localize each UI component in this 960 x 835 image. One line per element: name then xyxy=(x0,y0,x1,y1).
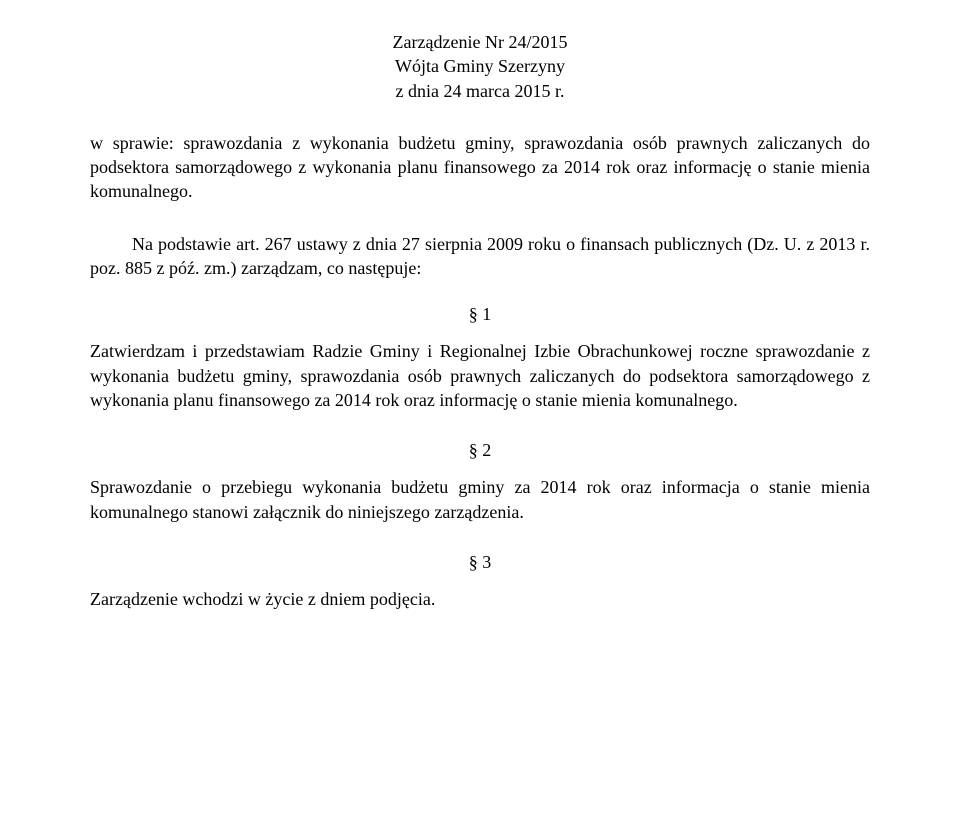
legal-basis-paragraph: Na podstawie art. 267 ustawy z dnia 27 s… xyxy=(90,232,870,281)
header-title: Zarządzenie Nr 24/2015 xyxy=(90,30,870,54)
section-3-number: § 3 xyxy=(90,552,870,573)
section-1-body: Zatwierdzam i przedstawiam Radzie Gminy … xyxy=(90,339,870,412)
section-2-body: Sprawozdanie o przebiegu wykonania budże… xyxy=(90,475,870,524)
section-2-number: § 2 xyxy=(90,440,870,461)
header-date: z dnia 24 marca 2015 r. xyxy=(90,79,870,103)
intro-paragraph: w sprawie: sprawozdania z wykonania budż… xyxy=(90,131,870,204)
section-1-number: § 1 xyxy=(90,304,870,325)
section-3-body: Zarządzenie wchodzi w życie z dniem podj… xyxy=(90,587,870,611)
header-subtitle: Wójta Gminy Szerzyny xyxy=(90,54,870,78)
document-header: Zarządzenie Nr 24/2015 Wójta Gminy Szerz… xyxy=(90,30,870,103)
